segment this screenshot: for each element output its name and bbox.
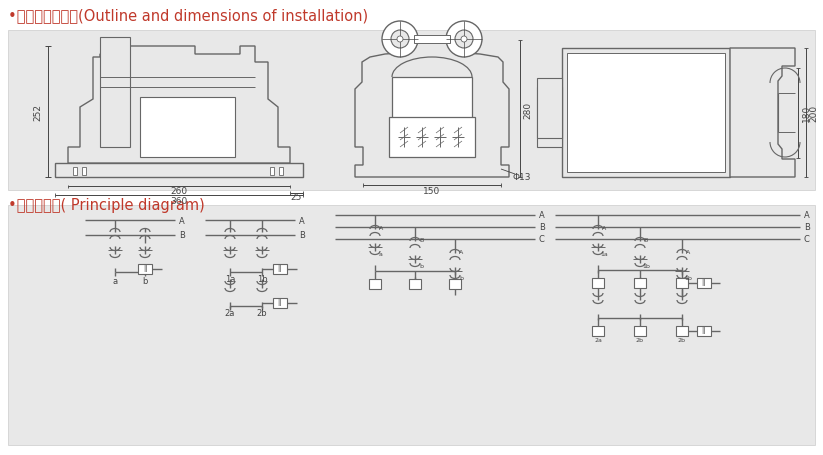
Text: 1a: 1a (600, 251, 608, 256)
Text: •接线原理图( Principle diagram): •接线原理图( Principle diagram) (8, 197, 205, 212)
Text: 25: 25 (291, 193, 302, 202)
Text: A: A (299, 216, 305, 225)
Text: a: a (113, 276, 118, 285)
Text: a: a (379, 251, 383, 256)
Text: A: A (686, 250, 690, 255)
Text: 2a: 2a (594, 338, 602, 343)
Text: 1b: 1b (257, 275, 267, 284)
Text: II: II (142, 265, 147, 274)
Bar (273, 298, 287, 308)
Text: A: A (459, 250, 463, 255)
Text: b: b (142, 276, 147, 285)
Bar (100, 38, 130, 148)
Bar (567, 54, 725, 172)
Text: C: C (539, 235, 545, 244)
Polygon shape (68, 47, 290, 164)
Text: A: A (379, 226, 384, 231)
Text: 2b: 2b (257, 309, 267, 318)
Text: b: b (419, 263, 423, 268)
Text: B: B (539, 223, 545, 232)
Text: 2a: 2a (225, 309, 235, 318)
Bar (409, 279, 421, 289)
Bar (676, 326, 688, 336)
Text: B: B (179, 231, 185, 240)
Text: A: A (179, 216, 184, 225)
Bar (389, 118, 475, 157)
Text: 1b: 1b (642, 263, 650, 268)
Bar (697, 326, 711, 336)
Text: Φ13: Φ13 (513, 172, 532, 181)
Text: 360: 360 (170, 196, 188, 205)
Polygon shape (8, 31, 815, 191)
Text: A: A (804, 211, 810, 220)
Text: 180: 180 (802, 105, 811, 122)
Circle shape (446, 22, 482, 58)
Bar (537, 79, 562, 139)
Text: 260: 260 (170, 186, 188, 195)
Bar (273, 264, 287, 274)
Polygon shape (355, 43, 509, 177)
Text: B: B (299, 231, 305, 240)
Bar (537, 88, 562, 148)
Bar (592, 326, 604, 336)
Bar (392, 78, 472, 128)
Bar (634, 326, 646, 336)
Circle shape (461, 37, 467, 43)
Text: 200: 200 (810, 105, 819, 122)
Circle shape (382, 22, 418, 58)
Bar (449, 279, 461, 289)
Text: •外形及安装尺寸(Outline and dimensions of installation): •外形及安装尺寸(Outline and dimensions of insta… (8, 8, 368, 23)
Bar (138, 264, 152, 274)
Bar (82, 167, 86, 176)
Text: 2b: 2b (678, 338, 686, 343)
Bar (270, 167, 274, 176)
Text: 2b: 2b (636, 338, 644, 343)
Text: B: B (419, 238, 423, 243)
Bar (73, 167, 77, 176)
Circle shape (391, 31, 409, 49)
Text: 280: 280 (523, 101, 532, 118)
Bar (634, 278, 646, 288)
Text: II: II (277, 299, 282, 308)
Bar (140, 98, 235, 157)
Text: II: II (277, 265, 282, 274)
Text: B: B (644, 238, 649, 243)
Bar (562, 49, 730, 177)
Bar (55, 164, 303, 177)
Text: 1b: 1b (684, 275, 692, 280)
Text: 150: 150 (423, 186, 440, 195)
Text: A: A (539, 211, 545, 220)
Bar (697, 278, 711, 288)
Circle shape (455, 31, 473, 49)
Polygon shape (730, 49, 795, 177)
Bar (676, 278, 688, 288)
Bar (279, 167, 283, 176)
Text: b: b (459, 275, 463, 280)
Text: C: C (804, 235, 810, 244)
Text: 1a: 1a (225, 275, 235, 284)
Text: A: A (602, 226, 606, 231)
Bar (414, 36, 450, 44)
Text: II: II (702, 327, 706, 336)
Text: B: B (804, 223, 810, 232)
Bar (369, 279, 381, 289)
Text: II: II (702, 279, 706, 288)
Bar (592, 278, 604, 288)
Circle shape (397, 37, 403, 43)
Polygon shape (8, 206, 815, 445)
Text: 252: 252 (34, 104, 43, 121)
